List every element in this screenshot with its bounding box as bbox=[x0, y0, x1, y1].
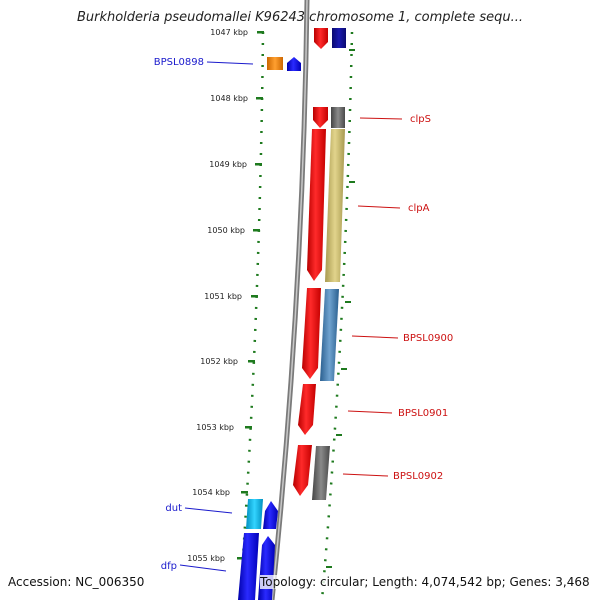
tick-label: 1048 kbp bbox=[210, 94, 248, 103]
gene-label-bpsl0898[interactable]: BPSL0898 bbox=[154, 57, 204, 68]
gene-label-clps[interactable]: clpS bbox=[410, 114, 431, 125]
gene-bpsl0901[interactable] bbox=[298, 384, 316, 435]
leader-line bbox=[357, 205, 401, 209]
gene-dfp[interactable] bbox=[238, 533, 259, 600]
leader-line bbox=[184, 507, 233, 514]
tick-label: 1052 kbp bbox=[200, 357, 238, 366]
scale-tick bbox=[237, 557, 244, 560]
gene-bpsl0902[interactable] bbox=[293, 445, 312, 496]
gene-bpsl0898-blue[interactable] bbox=[287, 57, 301, 71]
leader-line bbox=[347, 410, 393, 414]
scale-tick bbox=[245, 426, 252, 429]
scale-tick bbox=[253, 229, 260, 232]
scale-tick bbox=[257, 31, 264, 34]
accession-text: Accession: NC_006350 bbox=[8, 575, 145, 589]
tick-label: 1049 kbp bbox=[209, 160, 247, 169]
gene-arrow-top-navy[interactable] bbox=[332, 28, 346, 48]
gene-label-dfp[interactable]: dfp bbox=[161, 561, 177, 572]
leader-lines bbox=[179, 61, 403, 572]
tick-label: 1050 kbp bbox=[207, 226, 245, 235]
outer-tick bbox=[326, 566, 332, 568]
tick-label: 1054 kbp bbox=[192, 488, 230, 497]
outer-ticks bbox=[326, 49, 355, 568]
gene-bpsl0898-orange[interactable] bbox=[267, 57, 283, 70]
scale-tick bbox=[248, 360, 255, 363]
gene-bpsl0902-homolog[interactable] bbox=[312, 446, 330, 500]
gene-dut[interactable] bbox=[246, 499, 263, 529]
outer-tick bbox=[345, 301, 351, 303]
leader-line bbox=[179, 564, 227, 572]
genome-info-text: Topology: circular; Length: 4,074,542 bp… bbox=[260, 575, 590, 589]
gene-dfp-arrow[interactable] bbox=[258, 536, 275, 600]
gene-clpa[interactable] bbox=[307, 129, 326, 281]
gene-clps[interactable] bbox=[313, 107, 328, 128]
scale-labels: 1047 kbp 1048 kbp 1049 kbp 1050 kbp 1051… bbox=[187, 28, 248, 563]
inner-dotted-arc bbox=[238, 31, 265, 600]
gene-label-bpsl0902[interactable]: BPSL0902 bbox=[393, 471, 443, 482]
scale-ticks bbox=[237, 31, 264, 560]
gene-dut-arrow[interactable] bbox=[263, 501, 278, 529]
gene-bpsl0900-homolog[interactable] bbox=[320, 289, 339, 381]
leader-line bbox=[206, 61, 254, 65]
scale-tick bbox=[241, 491, 248, 494]
outer-tick bbox=[349, 49, 355, 51]
scale-tick bbox=[255, 163, 262, 166]
gene-label-bpsl0900[interactable]: BPSL0900 bbox=[403, 333, 453, 344]
tick-label: 1055 kbp bbox=[187, 554, 225, 563]
outer-dotted-arc bbox=[320, 31, 354, 600]
gene-clps-homolog[interactable] bbox=[331, 107, 345, 128]
tick-label: 1053 kbp bbox=[196, 423, 234, 432]
leader-line bbox=[359, 117, 403, 120]
gene-bpsl0900[interactable] bbox=[302, 288, 321, 379]
gene-label-bpsl0901[interactable]: BPSL0901 bbox=[398, 408, 448, 419]
leader-line bbox=[342, 473, 389, 477]
leader-line bbox=[351, 335, 399, 339]
gene-arrow-top-red[interactable] bbox=[314, 28, 328, 49]
tick-label: 1047 kbp bbox=[210, 28, 248, 37]
outer-tick bbox=[336, 434, 342, 436]
scale-tick bbox=[251, 295, 258, 298]
tick-label: 1051 kbp bbox=[204, 292, 242, 301]
outer-tick bbox=[341, 368, 347, 370]
gene-clpa-homolog[interactable] bbox=[325, 129, 345, 282]
gene-label-dut[interactable]: dut bbox=[165, 503, 182, 514]
outer-tick bbox=[349, 181, 355, 183]
scale-tick bbox=[256, 97, 263, 100]
gene-label-clpa[interactable]: clpA bbox=[408, 203, 430, 214]
map-title: Burkholderia pseudomallei K96243 chromos… bbox=[76, 10, 524, 25]
backbone-highlight bbox=[271, 0, 308, 600]
